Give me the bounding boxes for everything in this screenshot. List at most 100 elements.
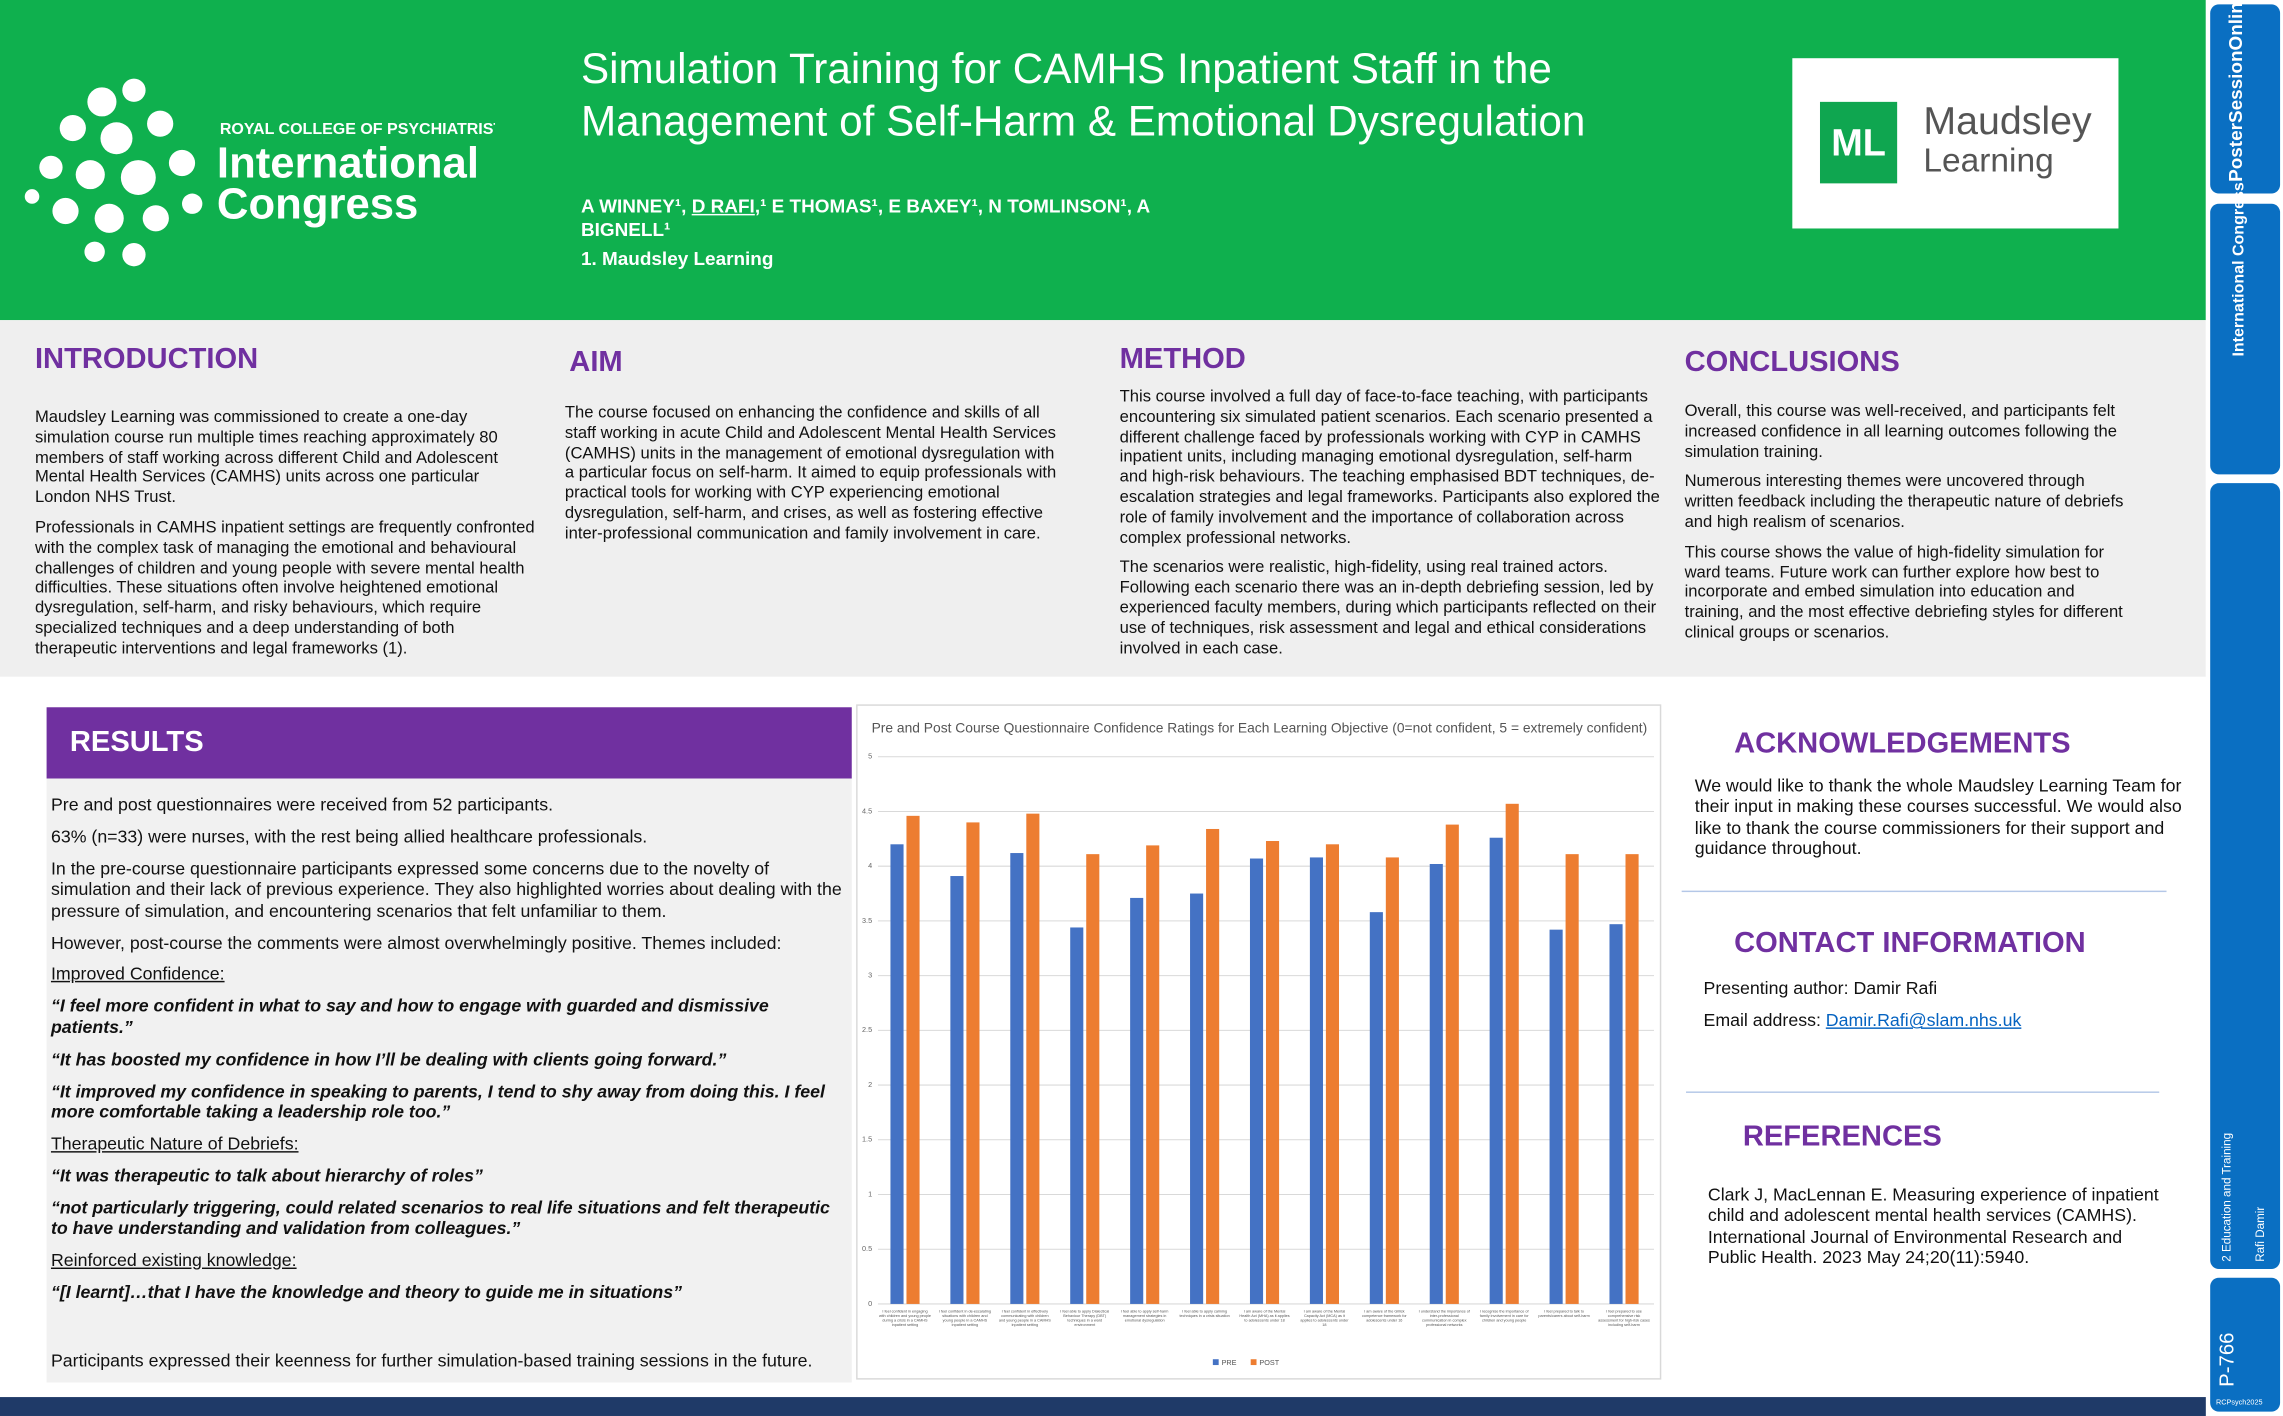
side-text: 2 Education and Training	[2220, 1132, 2234, 1262]
bar	[1249, 858, 1264, 1304]
results-body: Pre and post questionnaires were receive…	[46, 778, 852, 1383]
paragraph: However, post-course the comments were a…	[50, 932, 782, 953]
bar	[1609, 924, 1623, 1304]
quote: “It has boosted my confidence in how I’l…	[50, 1048, 727, 1070]
side-panel: International Congress	[2210, 182, 2281, 475]
quote: “[I learnt]…that I have the knowledge an…	[50, 1281, 682, 1303]
x-tick-label: I understand the importance of inter-pro…	[1418, 1309, 1470, 1328]
bar	[1625, 854, 1639, 1304]
side-text: International Congress	[2230, 182, 2249, 357]
section-body: Overall, this course was well-received, …	[1685, 403, 2136, 654]
theme-heading: Improved Confidence:	[50, 964, 225, 985]
chart-panel: Pre and Post Course Questionnaire Confid…	[856, 704, 1662, 1380]
section-heading: REFERENCES	[1742, 1120, 1942, 1153]
bar	[950, 876, 964, 1304]
section-body: The course focused on enhancing the conf…	[565, 405, 1067, 556]
logo-text: ROYAL COLLEGE OF PSYCHIATRISTS	[220, 121, 495, 138]
quote: “not particularly triggering, could rela…	[50, 1197, 830, 1239]
reference: Clark J, MacLennan E. Measuring experien…	[1707, 1184, 2159, 1268]
poster-title: Simulation Training for CAMHS Inpatient …	[580, 46, 1586, 146]
legend-label: PRE	[1222, 1358, 1237, 1367]
divider	[1686, 1091, 2160, 1093]
section-heading: AIM	[569, 346, 623, 379]
x-tick-label: I feel able to apply Dialectical Behavio…	[1060, 1309, 1110, 1328]
divider	[1681, 890, 2167, 893]
side-text: RCPsych2025	[2216, 1398, 2263, 1408]
poster-id: P-766	[2214, 1332, 2238, 1387]
logo-text: Congress	[217, 179, 418, 228]
affiliation: 1. Maudsley Learning	[580, 247, 774, 270]
results-heading: RESULTS	[46, 707, 852, 779]
author-text: D RAFI	[691, 195, 755, 217]
bar	[1325, 844, 1340, 1304]
theme-heading: Therapeutic Nature of Debriefs:	[50, 1133, 299, 1154]
paragraph: Participants expressed their keenness fo…	[50, 1350, 813, 1371]
contact-author: Presenting author: Damir Rafi	[1703, 977, 1938, 999]
y-tick-label: 4	[868, 861, 872, 870]
authors: A WINNEY¹, D RAFI,¹ E THOMAS¹, E BAXEY¹,…	[581, 195, 1193, 242]
bar	[890, 844, 904, 1304]
paragraph: Numerous interesting themes were uncover…	[1684, 473, 2124, 532]
y-tick-label: 0.5	[862, 1244, 872, 1253]
x-tick-label: I feel confident in de-escalating situat…	[938, 1309, 991, 1328]
author-text: A WINNEY¹,	[580, 195, 692, 217]
paragraph: This course shows the value of high-fide…	[1684, 543, 2123, 642]
bar	[1086, 854, 1100, 1304]
legend-swatch	[1212, 1359, 1219, 1366]
paragraph: This course involved a full day of face-…	[1119, 388, 1660, 547]
section-body: This course involved a full day of face-…	[1120, 389, 1662, 670]
bar	[1445, 824, 1459, 1304]
bar	[1130, 897, 1144, 1304]
bar	[1385, 857, 1399, 1304]
paragraph: Pre and post questionnaires were receive…	[50, 794, 554, 815]
bar	[1489, 837, 1503, 1304]
y-tick-label: 5	[868, 752, 872, 761]
x-tick-label: I am aware of the Gillick competence fra…	[1361, 1309, 1407, 1323]
bar	[1309, 857, 1323, 1304]
section-body: We would like to thank the whole Maudsle…	[1694, 775, 2182, 859]
maudsley-logo: ML Maudsley Learning	[1792, 58, 2119, 229]
email-label: Email address:	[1703, 1009, 1821, 1031]
section-heading: INTRODUCTION	[34, 343, 259, 376]
contact-email: Email address: Damir.Rafi@slam.nhs.uk	[1703, 1009, 2022, 1031]
bar	[1146, 845, 1160, 1304]
paragraph: Professionals in CAMHS inpatient setting…	[34, 519, 535, 658]
x-tick-label: I feel able to apply calming techniques …	[1179, 1309, 1230, 1319]
x-tick-label: I feel able to apply self-harm managemen…	[1120, 1309, 1169, 1323]
logo-text: International	[217, 139, 479, 188]
bar	[1206, 828, 1220, 1304]
side-text: PosterSessionOnline	[2224, 0, 2247, 182]
bar	[1549, 929, 1563, 1304]
bar	[1265, 841, 1280, 1304]
logo-text: Learning	[1923, 141, 2054, 179]
quote: “It was therapeutic to talk about hierar…	[50, 1165, 483, 1186]
chart-title: Pre and Post Course Questionnaire Confid…	[872, 720, 1648, 736]
chart: Pre and Post Course Questionnaire Confid…	[862, 720, 1655, 1367]
x-tick-label: I recognise the importance of family inv…	[1479, 1309, 1529, 1323]
bar	[1010, 853, 1024, 1304]
section-heading: CONCLUSIONS	[1684, 346, 1900, 379]
side-text: Rafi Damir	[2253, 1206, 2267, 1262]
bar	[1565, 854, 1579, 1304]
theme-heading: Reinforced existing knowledge:	[50, 1250, 297, 1271]
y-tick-label: 2.5	[862, 1025, 872, 1034]
bar	[1026, 813, 1040, 1304]
email-link[interactable]: Damir.Rafi@slam.nhs.uk	[1825, 1009, 2022, 1031]
paragraph: The scenarios were realistic, high-fidel…	[1119, 559, 1657, 658]
footer-bar	[0, 1397, 2206, 1416]
y-tick-label: 3	[868, 971, 872, 980]
legend-label: POST	[1259, 1358, 1279, 1367]
logo-text: Maudsley	[1923, 98, 2092, 143]
y-tick-label: 4.5	[862, 806, 872, 815]
legend-swatch	[1250, 1359, 1257, 1366]
x-tick-label: I am aware of the Mental Capacity Act (M…	[1300, 1309, 1349, 1328]
bar	[1429, 863, 1443, 1304]
quote: “I feel more confident in what to say an…	[50, 995, 769, 1038]
quote: “It improved my confidence in speaking t…	[50, 1080, 825, 1122]
bar	[1369, 912, 1383, 1304]
y-tick-label: 0	[868, 1299, 872, 1308]
y-tick-label: 1	[868, 1189, 872, 1198]
x-tick-label: I feel prepared to use comprehensive ris…	[1598, 1309, 1650, 1328]
bar	[1505, 803, 1519, 1304]
